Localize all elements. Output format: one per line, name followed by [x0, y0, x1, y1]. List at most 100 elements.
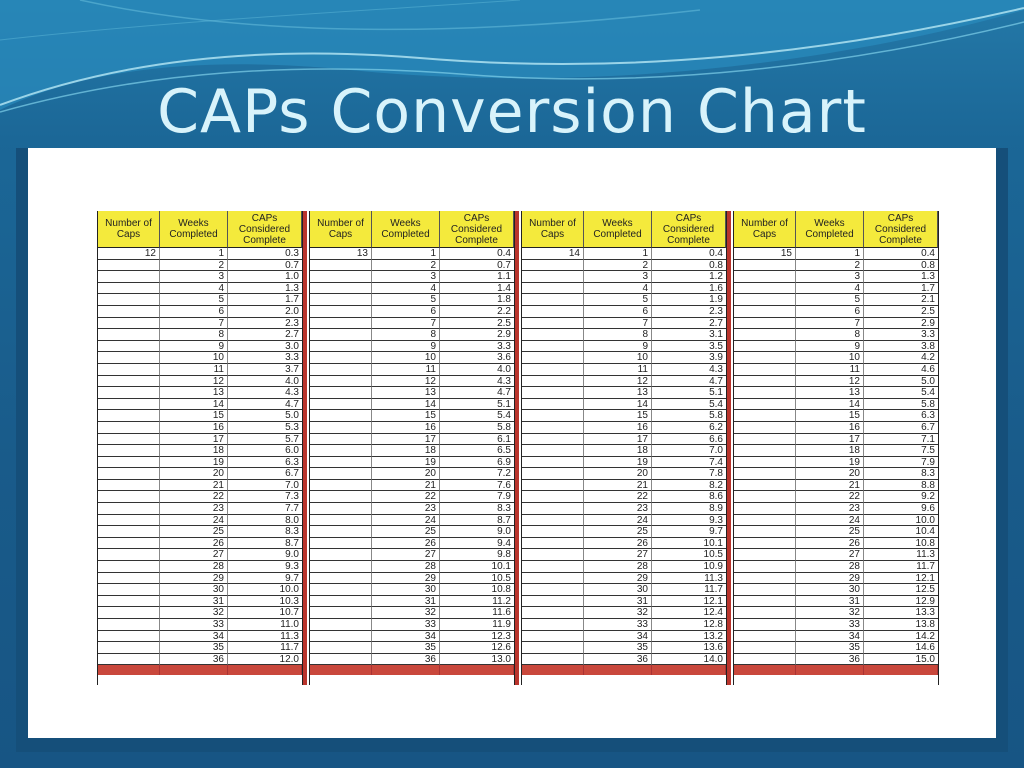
cell-caps-considered-complete: 9.0	[440, 526, 514, 538]
header-line: CAPs	[887, 212, 914, 224]
table-footer-bar	[310, 665, 372, 676]
cell-weeks-completed: 9	[160, 340, 228, 353]
header-weeks: Weeks Completed	[372, 211, 440, 248]
cell-weeks-completed: 28	[584, 561, 652, 573]
cell-caps-considered-complete: 0.4	[440, 248, 514, 260]
cell-weeks-completed: 14	[372, 398, 440, 411]
cell-caps-considered-complete: 2.3	[652, 305, 726, 318]
cell-weeks-completed: 22	[796, 491, 864, 504]
header-line: Weeks	[602, 218, 633, 229]
header-line: Complete	[879, 234, 922, 246]
cell-number-of-caps	[310, 653, 372, 666]
cell-number-of-caps	[310, 561, 372, 573]
cell-number-of-caps	[734, 514, 796, 527]
cell-number-of-caps	[98, 352, 160, 364]
cell-number-of-caps	[522, 503, 584, 515]
cell-number-of-caps	[310, 514, 372, 527]
cell-number-of-caps	[734, 329, 796, 341]
cell-number-of-caps	[522, 329, 584, 341]
cell-caps-considered-complete: 14.6	[864, 642, 938, 654]
cell-number-of-caps	[734, 526, 796, 538]
cell-weeks-completed: 31	[372, 595, 440, 608]
cell-number-of-caps	[310, 421, 372, 434]
cell-weeks-completed: 17	[372, 433, 440, 446]
cell-weeks-completed: 10	[372, 352, 440, 364]
cell-caps-considered-complete: 6.9	[440, 456, 514, 469]
cell-caps-considered-complete: 2.5	[440, 317, 514, 330]
cell-weeks-completed: 32	[796, 607, 864, 619]
cell-caps-considered-complete: 11.3	[864, 549, 938, 562]
cell-number-of-caps	[522, 456, 584, 469]
header-line: Caps	[328, 229, 353, 240]
cell-number-of-caps	[98, 642, 160, 654]
cell-number-of-caps	[310, 503, 372, 515]
header-considered: CAPs Considered Complete	[228, 211, 302, 248]
header-line: Number of	[529, 218, 576, 229]
header-line: Caps	[752, 229, 777, 240]
caps-conversion-table: Number of Caps Weeks Completed CAPs Considere…	[97, 211, 952, 685]
cell-caps-considered-complete: 4.3	[228, 387, 302, 399]
table-group-15-caps: Number of Caps Weeks Completed CAPs Considere…	[733, 211, 939, 685]
cell-caps-considered-complete: 5.0	[864, 375, 938, 388]
header-line: Caps	[540, 229, 565, 240]
cell-weeks-completed: 29	[372, 572, 440, 585]
cell-caps-considered-complete: 11.7	[228, 642, 302, 654]
cell-number-of-caps	[734, 317, 796, 330]
cell-caps-considered-complete: 5.8	[652, 410, 726, 422]
header-line: Weeks	[178, 218, 209, 229]
cell-number-of-caps	[522, 259, 584, 272]
cell-weeks-completed: 15	[372, 410, 440, 422]
cell-number-of-caps	[522, 561, 584, 573]
cell-caps-considered-complete: 9.0	[228, 549, 302, 562]
cell-number-of-caps	[734, 387, 796, 399]
cell-weeks-completed: 14	[584, 398, 652, 411]
header-line: Considered	[450, 223, 503, 235]
cell-caps-considered-complete: 1.9	[652, 294, 726, 306]
table-footer-bar	[160, 665, 228, 676]
cell-number-of-caps	[734, 352, 796, 364]
cell-caps-considered-complete: 0.7	[440, 259, 514, 272]
cell-weeks-completed: 7	[160, 317, 228, 330]
cell-number-of-caps	[734, 259, 796, 272]
cell-number-of-caps	[522, 363, 584, 376]
cell-caps-considered-complete: 7.9	[864, 456, 938, 469]
cell-caps-considered-complete: 6.2	[652, 421, 726, 434]
cell-caps-considered-complete: 11.0	[228, 619, 302, 631]
cell-weeks-completed: 19	[796, 456, 864, 469]
cell-weeks-completed: 23	[372, 503, 440, 515]
header-line: Number of	[741, 218, 788, 229]
cell-caps-considered-complete: 6.0	[228, 445, 302, 457]
cell-weeks-completed: 29	[796, 572, 864, 585]
cell-caps-considered-complete: 7.2	[440, 468, 514, 480]
cell-caps-considered-complete: 3.7	[228, 363, 302, 376]
cell-number-of-caps	[310, 630, 372, 643]
cell-weeks-completed: 8	[160, 329, 228, 341]
cell-number-of-caps	[522, 387, 584, 399]
cell-number-of-caps	[310, 456, 372, 469]
cell-caps-considered-complete: 3.8	[864, 340, 938, 353]
header-line: Considered	[238, 223, 291, 235]
header-considered: CAPs Considered Complete	[652, 211, 726, 248]
cell-caps-considered-complete: 12.6	[440, 642, 514, 654]
header-line: Complete	[243, 234, 286, 246]
cell-number-of-caps	[98, 282, 160, 295]
cell-number-of-caps	[98, 305, 160, 318]
cell-caps-considered-complete: 2.3	[228, 317, 302, 330]
cell-number-of-caps	[310, 549, 372, 562]
table-footer-bar	[734, 665, 796, 676]
cell-number-of-caps	[522, 433, 584, 446]
cell-weeks-completed: 10	[796, 352, 864, 364]
cell-caps-considered-complete: 2.5	[864, 305, 938, 318]
cell-caps-considered-complete: 6.5	[440, 445, 514, 457]
cell-caps-considered-complete: 1.8	[440, 294, 514, 306]
cell-weeks-completed: 19	[160, 456, 228, 469]
cell-weeks-completed: 22	[160, 491, 228, 504]
cell-weeks-completed: 2	[372, 259, 440, 272]
cell-caps-considered-complete: 12.1	[652, 595, 726, 608]
cell-weeks-completed: 33	[584, 619, 652, 631]
cell-caps-considered-complete: 10.9	[652, 561, 726, 573]
cell-weeks-completed: 8	[372, 329, 440, 341]
cell-caps-considered-complete: 7.7	[228, 503, 302, 515]
cell-number-of-caps	[310, 595, 372, 608]
cell-caps-considered-complete: 0.8	[864, 259, 938, 272]
